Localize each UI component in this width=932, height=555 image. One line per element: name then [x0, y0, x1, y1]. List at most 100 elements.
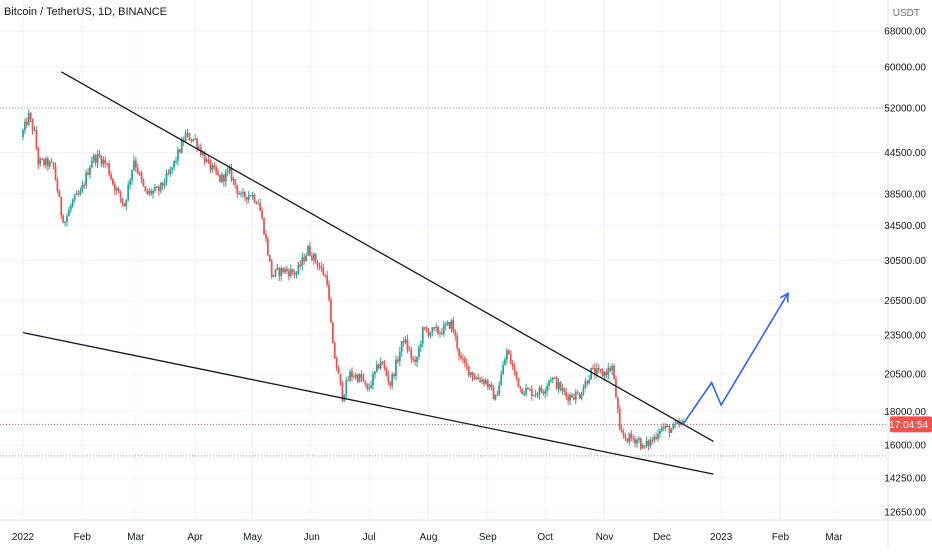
price-unit-label: USDT — [892, 8, 920, 19]
candle-body — [502, 365, 504, 375]
candle-body — [121, 198, 124, 204]
candle-body — [375, 364, 378, 372]
candle-body — [674, 423, 677, 425]
trendlines — [22, 71, 714, 475]
current-price-tag — [890, 416, 932, 433]
candle-body — [236, 185, 239, 194]
candle-body — [138, 173, 141, 175]
candle-body — [463, 358, 466, 363]
candle-body — [630, 433, 633, 439]
candle-body — [481, 379, 483, 382]
candle-body — [354, 374, 357, 378]
candle-body — [452, 320, 455, 332]
candle-body — [171, 167, 174, 170]
y-tick-label: 18000.00 — [884, 407, 926, 418]
candle-body — [89, 167, 91, 175]
candle-body — [81, 185, 84, 191]
candle-body — [676, 422, 679, 424]
x-axis[interactable]: 2022 Feb Mar Apr May Jun Jul Aug Sep Oct Nov Dec 202… — [12, 532, 843, 543]
candle-body — [305, 255, 307, 262]
candle-body — [506, 350, 508, 360]
y-tick-label: 16000.00 — [884, 441, 926, 452]
candle-body — [280, 268, 283, 277]
candle-body — [106, 163, 109, 165]
candle-body — [475, 377, 478, 380]
x-tick-label: 2022 — [12, 532, 35, 543]
candle-body — [196, 138, 198, 149]
candle-body — [389, 381, 392, 386]
candle-body — [574, 392, 577, 400]
candle-body — [605, 372, 608, 375]
candle-body — [412, 358, 415, 361]
candle-body — [356, 374, 359, 382]
candle-body — [395, 359, 397, 377]
candle-body — [410, 350, 413, 359]
candle-body — [525, 387, 527, 394]
candle-body — [35, 130, 38, 149]
candle-body — [584, 381, 587, 389]
candle-body — [599, 369, 602, 371]
candle-body — [45, 158, 47, 165]
candle-body — [467, 365, 470, 375]
candle-body — [73, 195, 76, 200]
candle-body — [379, 362, 382, 369]
horizontal-levels — [0, 107, 888, 457]
candle-body — [297, 264, 300, 274]
candle-body — [148, 190, 151, 194]
trendline-lower — [22, 332, 714, 475]
candle-body — [94, 155, 97, 163]
candle-body — [448, 322, 451, 329]
candle-body — [628, 433, 631, 442]
candle-body — [324, 275, 327, 277]
candle-body — [215, 167, 218, 173]
candle-body — [337, 368, 340, 374]
candle-body — [404, 339, 407, 343]
candle-body — [473, 377, 476, 380]
candle-body — [286, 268, 288, 272]
candle-body — [492, 387, 495, 400]
candle-body — [544, 391, 547, 394]
candle-body — [198, 147, 200, 149]
candle-body — [465, 362, 468, 366]
candle-body — [548, 381, 550, 386]
candle-body — [435, 327, 438, 329]
candle-body — [104, 159, 107, 164]
current-price-tag-label: 17:04:54 — [889, 420, 928, 431]
candle-body — [416, 357, 418, 362]
candle-body — [222, 174, 225, 182]
candle-body — [528, 389, 531, 391]
symbol-legend[interactable]: Bitcoin / TetherUS, 1D, BINANCE — [4, 6, 168, 18]
candle-body — [657, 434, 659, 439]
candle-body — [532, 395, 535, 397]
candle-body — [408, 349, 411, 351]
candle-body — [240, 193, 242, 195]
x-tick-label: Oct — [537, 532, 553, 543]
candle-body — [245, 197, 248, 200]
y-tick-label: 26500.00 — [884, 296, 926, 307]
candle-body — [651, 439, 654, 441]
candle-body — [194, 138, 197, 140]
candle-body — [620, 429, 623, 433]
candle-body — [207, 159, 210, 161]
x-tick-label: Mar — [127, 532, 145, 543]
candle-body — [140, 173, 143, 180]
candle-body — [500, 374, 503, 385]
candle-body — [152, 190, 154, 194]
candle-body — [450, 320, 453, 329]
candle-body — [48, 161, 51, 167]
candle-body — [396, 359, 399, 362]
candle-body — [85, 172, 88, 186]
candle-body — [270, 260, 273, 277]
candle-body — [507, 350, 510, 355]
candle-body — [425, 328, 428, 331]
candle-body — [169, 169, 172, 174]
candle-body — [301, 257, 304, 266]
y-axis[interactable]: 68000.00 60000.00 52000.00 44500.00 38500.00… — [884, 27, 926, 519]
candle-body — [458, 348, 461, 356]
candle-body — [312, 253, 315, 260]
candle-body — [255, 201, 258, 204]
candle-body — [555, 378, 558, 389]
candle-body — [385, 368, 388, 376]
candle-body — [594, 367, 596, 375]
candle-body — [316, 261, 319, 267]
